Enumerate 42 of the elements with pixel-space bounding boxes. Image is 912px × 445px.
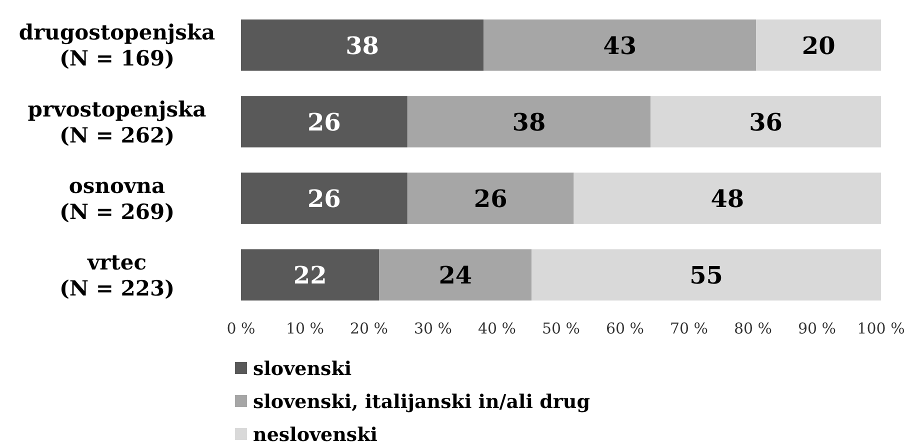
data-label: 22 (293, 260, 327, 290)
bar (484, 19, 756, 71)
y-tick-label: prvostopenjska (N = 262) (28, 96, 207, 148)
data-label: 26 (307, 107, 341, 136)
bar (241, 96, 408, 148)
y-tick-label: drugostopenjska (N = 169) (18, 20, 216, 71)
bar (650, 96, 881, 148)
x-tick-label: 50 % (542, 320, 580, 338)
x-tick-label: 70 % (670, 320, 708, 338)
legend-label: neslovenski (253, 424, 378, 445)
y-tick-label: osnovna (N = 269) (59, 172, 175, 224)
y-tick-label: vrtec (N = 223) (59, 249, 175, 300)
data-label: 36 (749, 107, 783, 136)
bar (379, 249, 532, 301)
legend-label: slovenski (253, 358, 352, 380)
bar (407, 172, 574, 224)
x-tick-label: 90 % (798, 320, 836, 338)
x-tick-label: 30 % (414, 320, 452, 338)
bar (756, 19, 881, 71)
bar (407, 96, 651, 148)
data-label: 26 (307, 184, 341, 213)
data-label: 38 (346, 30, 379, 60)
x-tick-label: 10 % (286, 320, 324, 338)
bar (574, 172, 881, 224)
x-tick-label: 20 % (350, 320, 388, 338)
bar (241, 249, 380, 301)
data-label: 48 (710, 184, 744, 213)
data-label: 38 (512, 107, 546, 136)
legend-label: slovenski, italijanski in/ali drug (253, 390, 590, 413)
x-tick-label: 100 % (857, 320, 905, 338)
data-label: 24 (438, 260, 472, 290)
data-label: 20 (802, 30, 836, 60)
data-label: 55 (690, 260, 723, 290)
x-tick-label: 40 % (478, 320, 516, 338)
bar (241, 172, 408, 224)
x-tick-label: 0 % (226, 320, 256, 338)
x-tick-label: 60 % (606, 320, 644, 338)
data-label: 43 (603, 30, 637, 60)
bar (241, 19, 484, 71)
bar (532, 249, 881, 301)
data-label: 26 (474, 184, 508, 213)
x-tick-label: 80 % (734, 320, 772, 338)
